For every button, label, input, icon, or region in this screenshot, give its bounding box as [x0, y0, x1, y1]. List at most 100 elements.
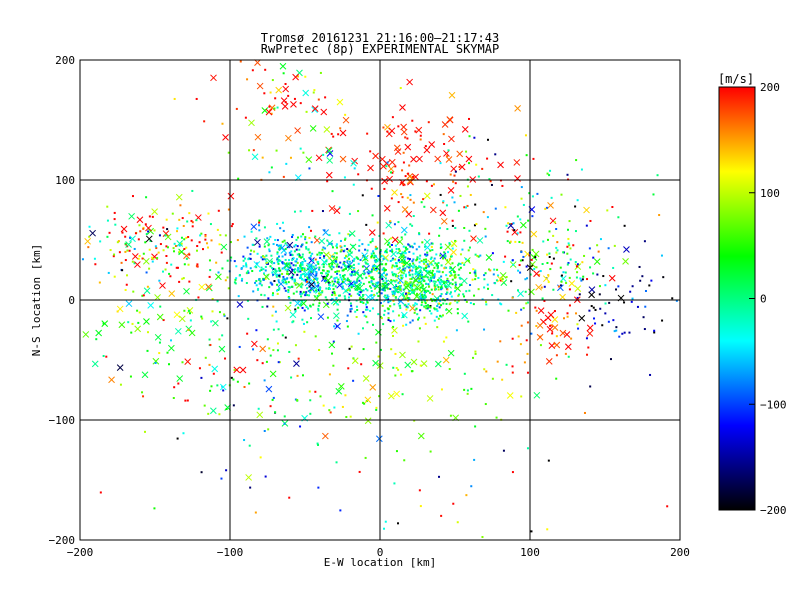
data-point [394, 275, 397, 278]
data-point [328, 286, 331, 289]
data-point-x [251, 153, 259, 161]
data-point [374, 245, 377, 248]
data-point [308, 294, 311, 297]
data-point [500, 303, 503, 306]
data-point [409, 321, 412, 324]
data-point [352, 379, 355, 382]
data-point [391, 264, 394, 267]
data-point [303, 330, 306, 333]
data-point [403, 269, 406, 272]
data-point [251, 243, 254, 246]
data-point [386, 161, 389, 164]
data-point [440, 292, 443, 295]
data-point [377, 194, 380, 197]
data-point [519, 231, 522, 234]
data-point [348, 212, 351, 215]
data-point [175, 266, 178, 269]
data-point [564, 271, 567, 274]
data-point [276, 258, 279, 261]
data-point [355, 316, 358, 319]
data-point [360, 363, 363, 366]
data-point [121, 269, 124, 272]
data-point [330, 242, 333, 245]
data-point [566, 173, 569, 176]
data-point [306, 321, 309, 324]
data-point [463, 206, 466, 209]
data-point [227, 287, 230, 290]
data-point [552, 288, 555, 291]
data-point [373, 256, 376, 259]
data-point [402, 265, 405, 268]
data-point [395, 247, 398, 250]
data-point [365, 276, 368, 279]
data-point [425, 264, 428, 267]
data-point [159, 243, 162, 246]
data-point [468, 162, 471, 165]
data-point [568, 220, 571, 223]
data-point-x [456, 150, 464, 158]
data-point [466, 389, 469, 392]
data-point [273, 262, 276, 265]
data-point [597, 250, 600, 253]
data-point [507, 309, 510, 312]
data-point [411, 319, 414, 322]
data-point [272, 305, 275, 308]
data-point [436, 263, 439, 266]
data-point [454, 170, 457, 173]
data-point [454, 226, 457, 229]
data-point [499, 340, 502, 343]
data-point [423, 294, 426, 297]
data-point [218, 413, 221, 416]
data-point [575, 312, 578, 315]
data-point-x [404, 143, 412, 151]
data-point-x [176, 240, 184, 247]
data-point-x [227, 192, 235, 200]
data-point-x [410, 155, 417, 163]
data-point [653, 331, 656, 334]
data-point [549, 324, 552, 327]
data-point [346, 289, 349, 292]
data-point [424, 296, 427, 299]
data-point [270, 254, 273, 257]
data-point-x [424, 244, 431, 251]
data-point [299, 270, 302, 273]
data-point [365, 267, 368, 270]
data-point-x [84, 237, 92, 245]
data-point [269, 281, 272, 284]
data-point-x [401, 206, 409, 213]
data-point-x [335, 387, 343, 395]
data-point [548, 174, 551, 177]
data-point [297, 270, 300, 273]
data-point-x [145, 235, 153, 243]
data-point [574, 230, 577, 233]
data-point [423, 205, 426, 208]
data-point [245, 282, 248, 285]
data-point [604, 284, 607, 287]
data-point [277, 288, 280, 291]
data-point [271, 79, 274, 82]
data-point-x [256, 82, 264, 90]
data-point [454, 286, 457, 289]
data-point-x [559, 329, 567, 337]
data-point [276, 283, 279, 286]
data-point [567, 237, 570, 240]
data-point [282, 275, 285, 278]
data-point [331, 261, 334, 264]
data-point-x [311, 105, 319, 113]
data-point [606, 209, 609, 212]
data-point [279, 269, 282, 272]
data-point [567, 242, 570, 245]
data-point [312, 278, 315, 281]
data-point [127, 321, 130, 324]
data-point [438, 475, 441, 478]
data-point-x [485, 254, 493, 261]
data-point [416, 256, 419, 259]
data-point [336, 281, 339, 284]
data-point [399, 307, 402, 310]
data-point [466, 204, 469, 207]
data-point [207, 212, 210, 215]
data-point [435, 253, 438, 256]
data-point [392, 299, 395, 302]
data-point [335, 246, 338, 249]
data-point [288, 251, 291, 254]
